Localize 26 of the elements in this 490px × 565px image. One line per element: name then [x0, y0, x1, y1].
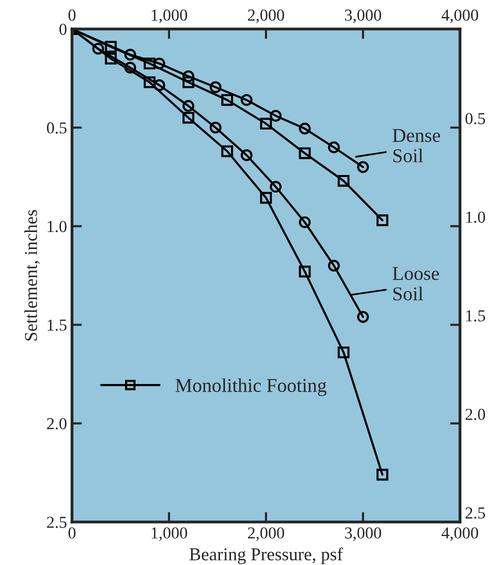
y2-tick-label: 0.5: [465, 112, 486, 124]
x2-tick-label: 3,000: [345, 10, 382, 24]
x-tick-label: 3,000: [345, 527, 382, 541]
x2-tick-label: 1,000: [152, 10, 188, 24]
y-tick-label: 1.5: [48, 320, 66, 331]
x-tick-label: 1,000: [152, 527, 188, 541]
y-tick-label: 0.5: [46, 122, 66, 134]
y2-tick-label: 1.5: [466, 310, 486, 322]
y-tick-label: 2.5: [47, 516, 66, 528]
x2-tick-label: 4,000: [442, 10, 478, 24]
y-tick-label: 0: [59, 24, 67, 35]
annotation: Dense Soil: [392, 129, 440, 162]
x-axis-title: Bearing Pressure, psf: [190, 548, 343, 564]
y2-tick-label: 2.5: [466, 507, 486, 519]
x2-tick-label: 2,000: [248, 10, 284, 24]
annotation: Loose Soil: [392, 267, 439, 300]
y-tick-label: 2.0: [47, 418, 67, 430]
x-tick-label: 0: [68, 527, 76, 539]
y2-tick-label: 1.0: [466, 212, 486, 223]
legend-label: Monolithic Footing: [176, 378, 326, 396]
x2-tick-label: 0: [68, 10, 76, 21]
y-tick-label: 1.0: [48, 220, 67, 232]
x-tick-label: 2,000: [248, 527, 284, 541]
y-axis-title: Settlement, inches: [24, 210, 40, 340]
x-tick-label: 4,000: [442, 527, 478, 541]
y2-tick-label: 2.0: [466, 408, 486, 420]
